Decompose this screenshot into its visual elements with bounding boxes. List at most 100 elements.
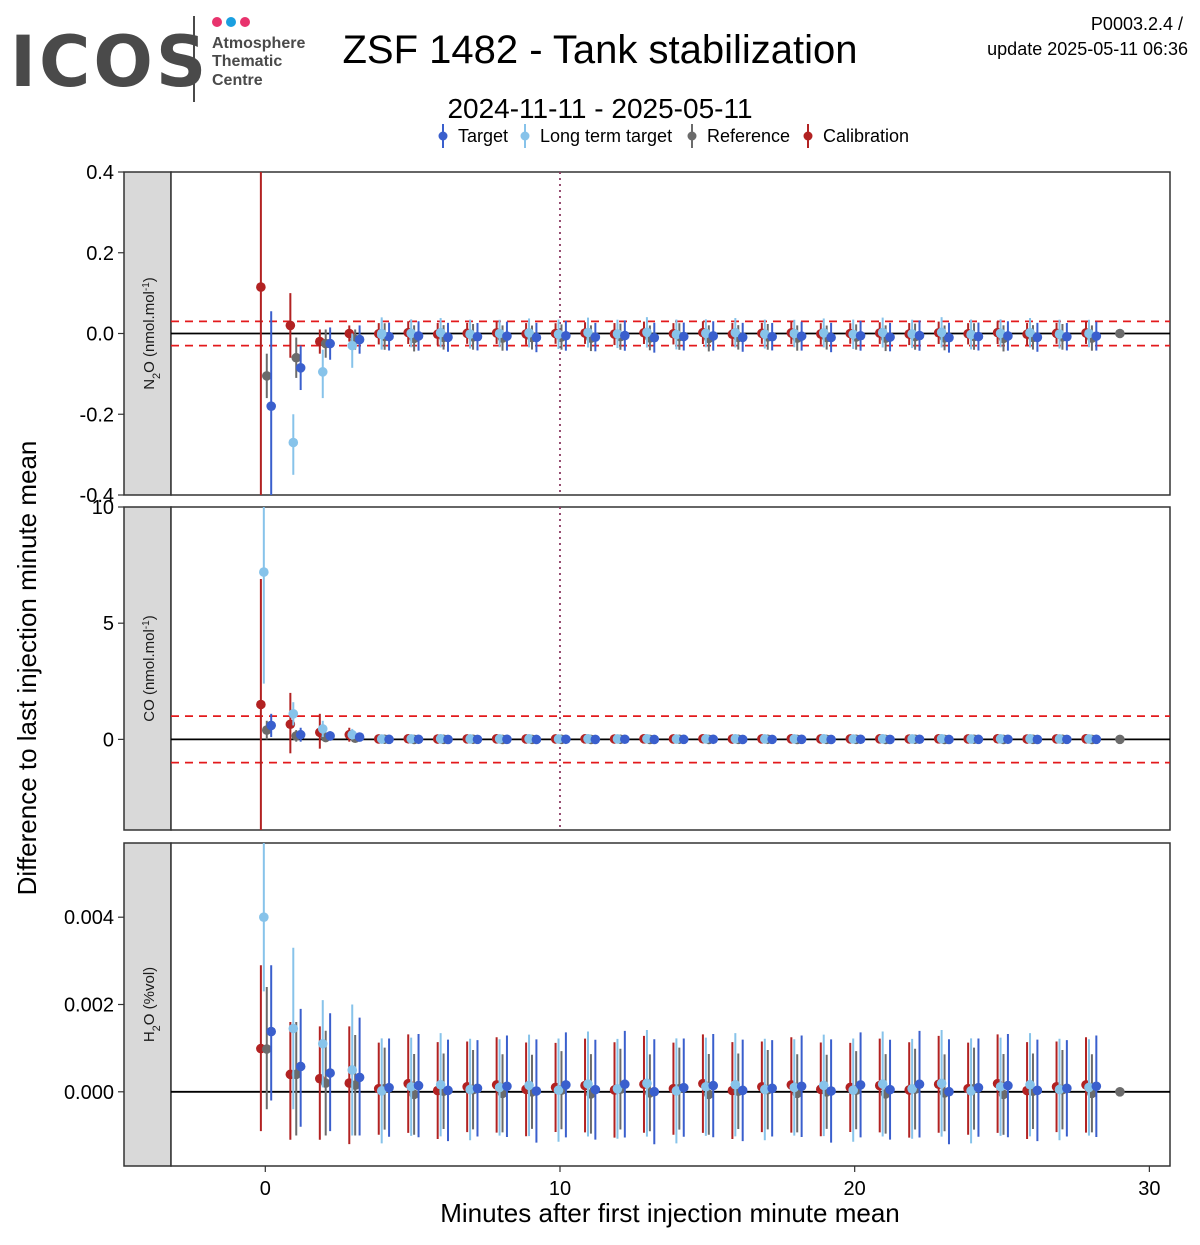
point-ltt <box>553 329 564 340</box>
strip-background <box>123 506 172 831</box>
header: ICOS Atmosphere Thematic Centre ZSF 1482… <box>10 14 1188 124</box>
point-target <box>443 1085 453 1096</box>
point-target <box>384 734 394 745</box>
point-target <box>354 334 365 345</box>
logo-sub-line-1: Atmosphere <box>212 35 305 52</box>
point-target <box>1003 331 1013 341</box>
point-target <box>914 1079 925 1090</box>
panel-frame <box>170 506 1171 831</box>
point-ltt <box>730 734 741 744</box>
point-target <box>472 1083 483 1094</box>
point-target <box>885 1084 895 1095</box>
point-target <box>1062 331 1072 342</box>
point-target <box>1032 332 1043 343</box>
y-tick-label: 0.2 <box>86 243 114 265</box>
point-ltt <box>966 1086 976 1096</box>
point-ltt <box>435 1079 446 1090</box>
point-target <box>354 732 365 742</box>
point-target <box>914 734 925 745</box>
point-target <box>413 734 424 745</box>
point-target <box>973 1082 984 1093</box>
point-ltt <box>730 1079 741 1090</box>
point-ltt <box>406 328 416 339</box>
y-tick-label: 5 <box>103 613 114 635</box>
point-target <box>443 332 453 343</box>
point-target <box>737 734 748 745</box>
point-target <box>354 1072 365 1083</box>
point-ltt <box>818 1080 829 1091</box>
point-ltt <box>1054 329 1065 339</box>
point-ltt <box>730 327 741 338</box>
point-ltt <box>966 329 976 340</box>
point-ltt <box>671 329 682 340</box>
point-ltt <box>1025 327 1035 338</box>
legend-key-point <box>803 131 813 141</box>
point-ltt <box>259 912 269 923</box>
point-target <box>531 1086 542 1096</box>
point-ltt <box>789 734 800 744</box>
legend-key-point <box>687 131 697 141</box>
point-target <box>826 332 836 343</box>
point-ltt <box>259 567 269 577</box>
point-ltt <box>583 327 593 338</box>
point-ltt <box>553 1085 564 1095</box>
point-target <box>620 1079 630 1090</box>
point-target <box>590 734 601 745</box>
point-ltt <box>818 734 829 744</box>
point-ltt <box>494 328 505 339</box>
version-label: P0003.2.4 / <box>1091 14 1183 34</box>
point-target <box>1032 734 1043 745</box>
panel-plot <box>171 507 1170 830</box>
point-ltt <box>465 734 475 744</box>
point-ltt <box>1054 734 1065 744</box>
strip-label-part: O (%vol) <box>141 967 158 1025</box>
point-target <box>944 1086 954 1097</box>
y-tick-label: 0.000 <box>64 1082 114 1104</box>
point-target <box>531 734 542 745</box>
strip-label-part: -1 <box>141 282 152 291</box>
legend-label: Reference <box>707 126 790 146</box>
point-target <box>295 729 306 740</box>
point-target <box>796 1081 807 1092</box>
point-ltt <box>907 1083 917 1094</box>
point-ltt <box>347 1065 358 1075</box>
strip-label-part: -1 <box>141 620 152 629</box>
point-target <box>531 332 542 343</box>
panel-strip: N2O (nmol.mol-1) <box>123 171 172 496</box>
y-tick-label: 0 <box>103 729 114 751</box>
x-axis-label: Minutes after first injection minute mea… <box>440 1198 900 1228</box>
point-ltt <box>877 327 888 338</box>
point-target <box>620 330 630 341</box>
point-ltt <box>1054 1084 1065 1095</box>
point-ltt <box>494 734 505 744</box>
y-axis-label: Difference to last injection minute mean <box>12 441 42 896</box>
point-ltt <box>789 328 800 339</box>
point-target <box>502 331 512 341</box>
point-ltt <box>288 437 299 448</box>
point-target <box>649 734 660 745</box>
strip-label-part: 2 <box>151 373 163 379</box>
icos-logo: ICOS <box>10 21 209 103</box>
point-ltt <box>848 1085 859 1095</box>
point-target <box>708 734 719 745</box>
point-target <box>620 734 630 745</box>
point-ltt <box>671 734 682 744</box>
legend-label: Target <box>458 126 508 146</box>
point-ltt <box>288 1023 299 1034</box>
point-ltt <box>524 328 534 338</box>
point-ltt <box>435 327 446 338</box>
point-ltt <box>583 1079 593 1089</box>
point-ltt <box>642 327 652 338</box>
point-target <box>796 734 807 745</box>
point-ltt <box>524 1080 534 1091</box>
strip-label-part: O (nmol.mol <box>141 291 158 373</box>
point-target <box>590 1084 601 1095</box>
point-ref <box>261 1044 272 1054</box>
point-target <box>384 331 394 342</box>
point-ltt <box>406 1081 416 1092</box>
strip-background <box>123 171 172 496</box>
point-target <box>678 1082 689 1093</box>
x-tick-label: 20 <box>844 1178 866 1200</box>
x-tick-label: 30 <box>1138 1178 1160 1200</box>
panel-2: CO (nmol.mol-1) 10 5 0 <box>92 497 1171 831</box>
